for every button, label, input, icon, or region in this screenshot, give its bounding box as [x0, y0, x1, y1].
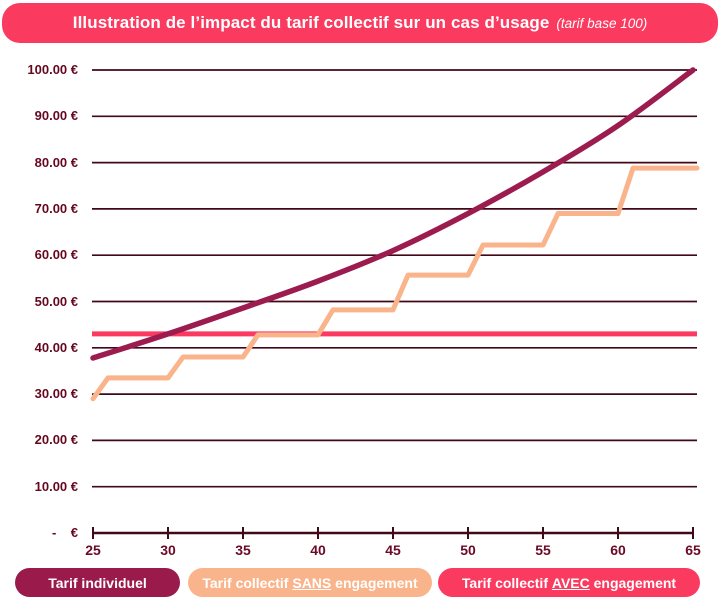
legend-label: engagement — [331, 574, 418, 591]
y-tick-label: 10.00 € — [34, 478, 78, 494]
x-tick-label: 40 — [310, 542, 326, 558]
legend-label: Tarif collectif — [202, 574, 293, 591]
y-tick-label: 80.00 € — [34, 154, 78, 170]
legend-pill-collectif-sans: Tarif collectif SANS engagement — [188, 568, 432, 597]
series-sans-line — [90, 165, 700, 402]
legend: Tarif individuel Tarif collectif SANS en… — [0, 568, 720, 597]
legend-label: engagement — [589, 574, 677, 591]
y-tick-label: 40.00 € — [34, 339, 78, 355]
x-tick-label: 25 — [85, 542, 101, 558]
series-individuel-line — [90, 67, 696, 361]
y-tick-label: 30.00 € — [34, 386, 78, 402]
y-tick-label: - € — [51, 525, 78, 540]
y-tick-label: 90.00 € — [34, 108, 78, 124]
y-tick-label: 100.00 € — [27, 62, 78, 77]
x-tick-label: 65 — [685, 542, 701, 558]
title-bar: Illustration de l’impact du tarif collec… — [2, 3, 718, 43]
page-subtitle: (tarif base 100) — [556, 15, 648, 31]
legend-label-emph: AVEC — [551, 574, 590, 591]
y-tick-label: 20.00 € — [34, 432, 78, 448]
y-tick-label: 50.00 € — [34, 293, 78, 309]
x-tick-label: 30 — [160, 542, 176, 558]
legend-label: Tarif individuel — [48, 574, 147, 591]
legend-pill-tarif-individuel: Tarif individuel — [15, 568, 180, 597]
legend-pill-collectif-avec: Tarif collectif AVEC engagement — [438, 568, 700, 597]
x-tick-label: 50 — [460, 542, 476, 558]
x-tick-label: 55 — [535, 542, 551, 558]
page-title: Illustration de l’impact du tarif collec… — [72, 13, 550, 32]
y-tick-label: 60.00 € — [34, 247, 78, 263]
y-tick-label: 70.00 € — [34, 200, 78, 216]
x-tick-label: 35 — [235, 542, 251, 558]
x-tick-label: 60 — [610, 542, 626, 558]
legend-label: Tarif collectif — [461, 574, 552, 591]
legend-label-emph: SANS — [292, 574, 332, 591]
x-tick-label: 45 — [385, 542, 401, 558]
